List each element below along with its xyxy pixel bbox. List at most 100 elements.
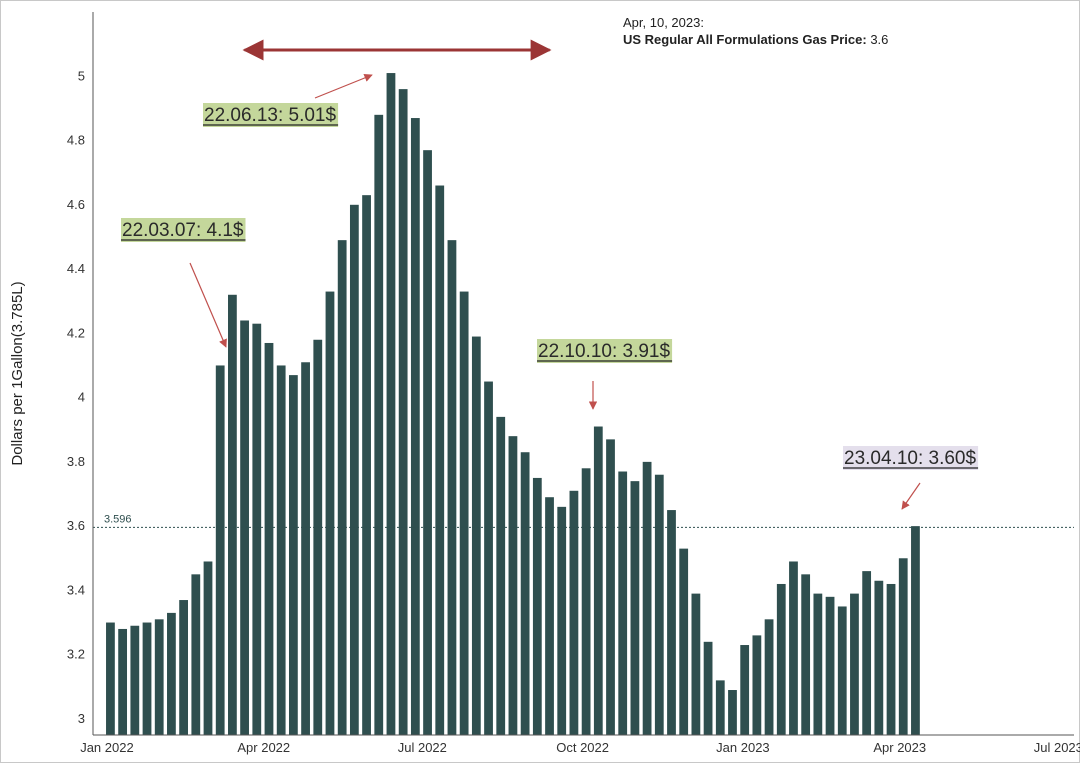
- x-tick-label: Jul 2023: [1034, 740, 1080, 755]
- y-tick-label: 3: [78, 711, 85, 726]
- y-tick-label: 4.8: [67, 133, 85, 148]
- bar: [581, 468, 591, 735]
- bar: [154, 619, 164, 735]
- bar: [679, 548, 689, 735]
- bar: [179, 600, 188, 735]
- y-tick-label: 4.6: [67, 197, 85, 212]
- annotation-background: [121, 218, 246, 242]
- x-tick-label: Oct 2022: [556, 740, 609, 755]
- bar: [569, 490, 579, 735]
- x-tick-label: Jan 2023: [716, 740, 770, 755]
- bar: [240, 320, 249, 735]
- bar: [374, 114, 384, 736]
- y-tick-label: 3.2: [67, 647, 85, 662]
- reference-line-group: 3.596: [93, 513, 1074, 528]
- bar: [130, 625, 140, 735]
- y-tick-label: 4: [78, 390, 85, 405]
- bar: [862, 571, 872, 735]
- bar: [349, 204, 359, 736]
- bar: [118, 628, 128, 735]
- bar: [264, 342, 274, 735]
- y-tick-label: 3.4: [67, 582, 85, 597]
- bar: [837, 606, 847, 735]
- bar: [167, 612, 176, 735]
- bar: [252, 323, 262, 735]
- bar: [142, 622, 152, 735]
- annotation-label: 22.10.10: 3.91$: [538, 341, 670, 362]
- axes: 3 3.2 3.4 3.6 3.8 4 4.2 4.4 4.6 4.8 5 Jan 2022 Apr 2…: [9, 12, 1080, 755]
- bar: [776, 583, 786, 735]
- bar: [191, 574, 201, 735]
- annotation-label: 22.03.07: 4.1$: [122, 220, 244, 241]
- bar: [447, 240, 457, 735]
- x-tick-label: Jan 2022: [80, 740, 134, 755]
- bar: [886, 583, 896, 735]
- bar: [691, 593, 701, 735]
- bar: [764, 619, 774, 735]
- bar: [593, 426, 603, 735]
- bar: [850, 593, 859, 735]
- annotation-arrow: [189, 262, 227, 348]
- x-tick-label: Apr 2023: [873, 740, 926, 755]
- annotation-background: [203, 103, 339, 127]
- bar: [557, 506, 567, 735]
- annotation-arrow: [314, 73, 373, 99]
- bar: [362, 195, 371, 735]
- bar: [642, 461, 652, 735]
- bar: [337, 240, 347, 735]
- tooltip-value: 3.6: [870, 32, 889, 47]
- annotations: 22.03.07: 4.1$ 22.06.13: 5.01$ 22.10.10: 3…: [121, 39, 979, 510]
- bar: [203, 561, 213, 735]
- bar: [654, 474, 664, 735]
- y-axis-title: Dollars per 1Gallon(3.785L): [9, 281, 26, 465]
- bar: [496, 416, 506, 735]
- tooltip: Apr, 10, 2023: US Regular All Formulatio…: [623, 14, 888, 48]
- bar: [106, 622, 115, 735]
- annotation: 23.04.10: 3.60$: [843, 446, 979, 510]
- bar: [276, 365, 286, 735]
- y-tick-label: 4.4: [67, 261, 85, 276]
- bar: [911, 526, 920, 735]
- bar: [301, 362, 310, 735]
- bar: [618, 471, 628, 735]
- bar: [752, 635, 762, 735]
- bar: [435, 185, 445, 735]
- y-tick-label: 3.6: [67, 518, 85, 533]
- bar: [471, 336, 481, 735]
- bar: [532, 477, 542, 735]
- bar: [874, 580, 884, 735]
- bar-series: [106, 73, 920, 736]
- bar: [459, 291, 469, 735]
- bar: [423, 150, 432, 735]
- bar: [703, 641, 713, 735]
- annotation-label: 22.06.13: 5.01$: [204, 105, 336, 126]
- bar: [520, 452, 530, 735]
- bar: [740, 645, 750, 735]
- bar: [484, 381, 493, 735]
- tooltip-date: Apr, 10, 2023:: [623, 15, 704, 30]
- x-tick-label: Jul 2022: [398, 740, 447, 755]
- y-tick-label: 5: [78, 68, 85, 83]
- annotation: 22.06.13: 5.01$: [203, 73, 373, 127]
- bar: [410, 118, 420, 736]
- bar: [228, 294, 237, 735]
- x-tick-label: Apr 2022: [237, 740, 290, 755]
- bar: [630, 481, 640, 735]
- bar: [825, 596, 835, 735]
- tooltip-sep: :: [862, 32, 867, 47]
- bar: [813, 593, 823, 735]
- bar: [715, 680, 725, 735]
- bar: [801, 574, 811, 735]
- bar: [606, 439, 615, 735]
- bar: [728, 690, 737, 735]
- bar: [898, 558, 908, 735]
- bar: [313, 339, 323, 735]
- bar: [386, 73, 396, 735]
- bar: [789, 561, 798, 735]
- bar: [667, 510, 676, 735]
- tooltip-series: US Regular All Formulations Gas Price: [623, 32, 863, 47]
- annotation-arrow: [901, 482, 921, 510]
- y-tick-label: 4.2: [67, 325, 85, 340]
- bar: [508, 436, 518, 735]
